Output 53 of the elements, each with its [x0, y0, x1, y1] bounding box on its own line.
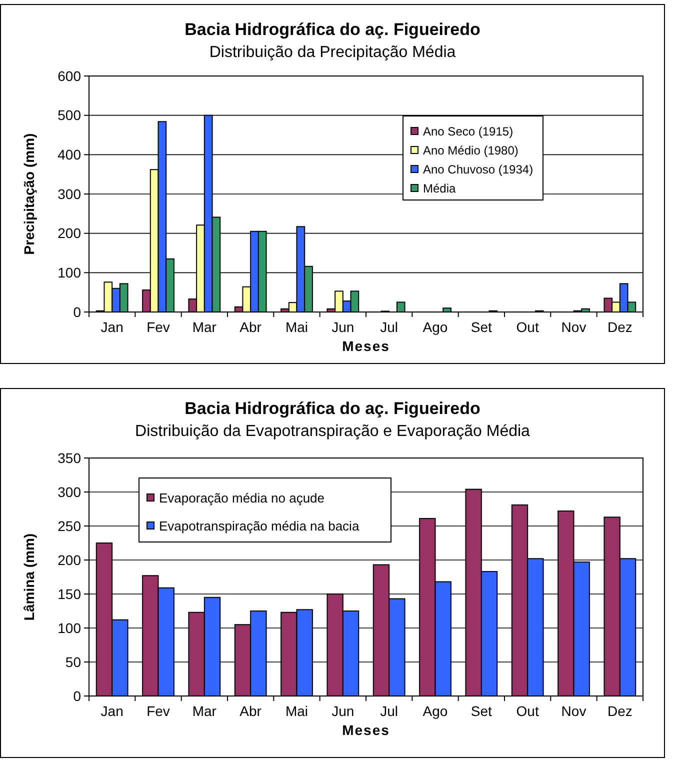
y-tick-label: 500: [58, 107, 82, 124]
x-tick-label: Dez: [607, 703, 632, 719]
x-tick-label: Mar: [192, 319, 217, 335]
chart-subtitle: Distribuição da Evapotranspiração e Evaporação Média: [135, 423, 530, 440]
x-tick-label: Nov: [561, 703, 586, 719]
x-tick-label: Jan: [100, 703, 124, 719]
x-tick-label: Mar: [192, 703, 217, 719]
y-tick-label: 600: [58, 68, 82, 84]
y-tick-label: 400: [58, 146, 82, 163]
x-axis-title: Meses: [342, 338, 390, 354]
x-tick-label: Set: [470, 319, 492, 335]
y-tick-label: 50: [65, 654, 82, 670]
chart-title: Bacia Hidrográfica do aç. Figueiredo: [184, 20, 480, 39]
x-tick-label: Fev: [146, 319, 170, 335]
x-tick-label: Jun: [332, 703, 354, 719]
x-tick-label: Abr: [240, 319, 262, 335]
legend-label: Média: [423, 182, 456, 196]
x-tick-label: Jun: [332, 319, 354, 335]
x-axis-title: Meses: [342, 722, 390, 738]
y-tick-label: 0: [73, 688, 82, 704]
legend-label: Ano Médio (1980): [423, 144, 518, 158]
x-tick-label: Jul: [380, 703, 398, 719]
y-tick-label: 350: [58, 450, 82, 466]
y-axis-title: Lâmina (mm): [21, 533, 37, 621]
x-tick-label: Abr: [240, 703, 262, 719]
x-tick-label: Out: [516, 319, 539, 335]
y-tick-label: 150: [58, 586, 82, 602]
y-tick-label: 250: [58, 518, 82, 534]
x-tick-label: Out: [516, 703, 539, 719]
x-tick-label: Mai: [285, 703, 308, 719]
y-tick-label: 100: [58, 620, 82, 636]
x-tick-label: Nov: [561, 319, 586, 335]
legend-label: Evapotranspiração média na bacia: [159, 518, 360, 534]
legend-label: Ano Seco (1915): [423, 124, 514, 139]
x-tick-label: Dez: [607, 319, 632, 335]
x-tick-label: Set: [470, 703, 492, 719]
x-tick-label: Mai: [285, 319, 308, 335]
chart-subtitle: Distribuição da Precipitação Média: [209, 44, 456, 61]
y-tick-label: 300: [58, 186, 82, 202]
y-tick-label: 300: [58, 484, 82, 500]
x-tick-label: Ago: [422, 319, 448, 335]
x-tick-label: Ago: [422, 703, 448, 719]
legend-label: Evaporação média no açude: [159, 490, 325, 506]
y-tick-label: 100: [58, 264, 82, 281]
x-tick-label: Jul: [380, 319, 398, 335]
y-tick-label: 200: [58, 225, 82, 242]
y-axis-title: Precipitação (mm): [21, 133, 37, 255]
y-tick-label: 0: [73, 304, 82, 320]
legend-label: Ano Chuvoso (1934): [423, 162, 534, 177]
chart-title: Bacia Hidrográfica do aç. Figueiredo: [184, 399, 480, 418]
x-tick-label: Jan: [100, 319, 124, 335]
x-tick-label: Fev: [146, 703, 170, 719]
y-tick-label: 200: [58, 552, 82, 568]
